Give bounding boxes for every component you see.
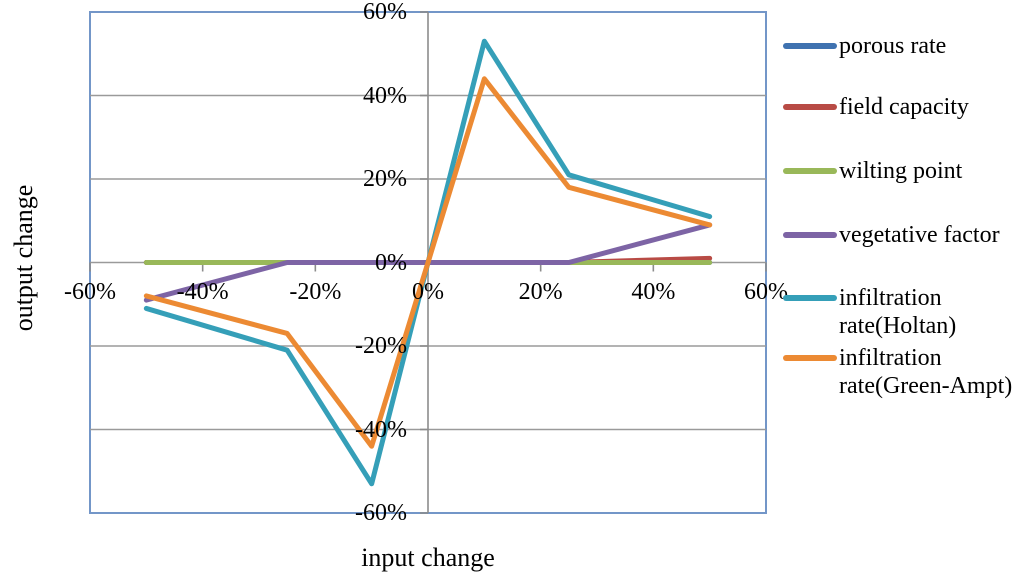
x-axis-title: input change: [361, 543, 495, 572]
y-tick-label--20%: -20%: [355, 333, 407, 359]
legend-swatch-icon: [783, 232, 837, 238]
legend-label: porous rate: [839, 33, 947, 59]
legend-swatch-icon: [783, 43, 837, 49]
y-tick-label--40%: -40%: [355, 416, 407, 443]
legend-swatch-icon: [783, 295, 837, 301]
legend: porous rate field capacity wilting point ve…: [783, 0, 1024, 577]
legend-item-vegetative-factor: vegetative factor: [783, 221, 1024, 249]
x-tick-label--40%: -40%: [176, 279, 229, 305]
x-tick-label-60%: 60%: [744, 279, 788, 305]
series-line-infiltration-rate-green-ampt-: [143, 76, 713, 449]
x-tick-label--60%: -60%: [64, 279, 116, 305]
legend-label: wilting point: [839, 158, 963, 184]
legend-item-infiltration-rate-green-ampt-: infiltration rate(Green-Ampt): [783, 344, 1024, 400]
y-axis-title: output change: [9, 184, 38, 332]
legend-label: infiltration rate(Green-Ampt): [839, 345, 1013, 399]
legend-swatch-icon: [783, 168, 837, 174]
y-tick-label-60%: 60%: [363, 0, 407, 25]
legend-label: vegetative factor: [839, 222, 1000, 248]
legend-swatch-icon: [783, 355, 837, 361]
legend-item-infiltration-rate-holtan-: infiltration rate(Holtan): [783, 284, 1024, 340]
x-tick-label-0%: 0%: [412, 279, 444, 305]
legend-swatch-icon: [783, 104, 837, 110]
y-tick-label-20%: 20%: [363, 166, 407, 192]
x-tick-label-40%: 40%: [631, 279, 676, 305]
y-tick-label-0%: 0%: [375, 249, 407, 276]
legend-label: field capacity: [839, 94, 969, 120]
y-tick-label--60%: -60%: [355, 500, 407, 526]
legend-label: infiltration rate(Holtan): [839, 285, 957, 339]
legend-item-field-capacity: field capacity: [783, 93, 1024, 121]
x-tick-label-20%: 20%: [518, 279, 563, 305]
legend-item-wilting-point: wilting point: [783, 157, 1024, 185]
x-tick-label--20%: -20%: [289, 279, 342, 305]
legend-item-porous-rate: porous rate: [783, 32, 1024, 60]
y-tick-label-40%: 40%: [363, 82, 407, 109]
